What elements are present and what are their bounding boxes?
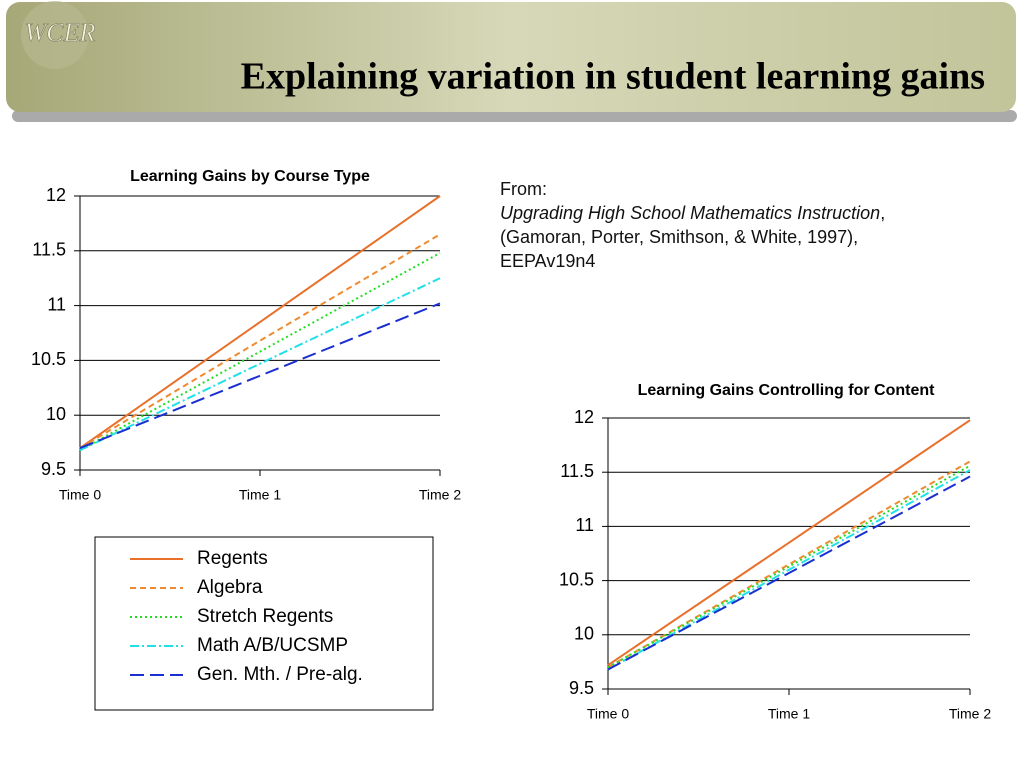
- x-tick-label: Time 0: [587, 706, 629, 722]
- legend-label: Algebra: [197, 577, 263, 598]
- x-tick-label: Time 2: [949, 706, 991, 722]
- x-tick-label: Time 0: [59, 487, 101, 503]
- x-tick-label: Time 1: [768, 706, 810, 722]
- y-tick-label: 11: [47, 294, 66, 314]
- citation: From: Upgrading High School Mathematics …: [500, 179, 885, 271]
- y-tick-label: 12: [574, 407, 594, 427]
- banner-shadow: [12, 110, 1017, 122]
- citation-source: EEPAv19n4: [500, 251, 595, 271]
- logo: WCER: [25, 18, 96, 47]
- y-tick-label: 11.5: [560, 461, 594, 481]
- series-line: [607, 475, 971, 671]
- chart-title: Learning Gains Controlling for Content: [638, 382, 936, 399]
- legend-label: Regents: [197, 548, 268, 569]
- series-line: [607, 464, 971, 669]
- slide-title: Explaining variation in student learning…: [241, 56, 985, 98]
- x-tick-label: Time 2: [419, 487, 461, 503]
- legend-box: [94, 536, 434, 711]
- y-tick-label: 9.5: [569, 678, 594, 698]
- y-tick-label: 10.5: [559, 569, 594, 589]
- x-tick-label: Time 1: [239, 487, 281, 503]
- series-line: [607, 419, 971, 666]
- citation-comma: ,: [880, 203, 885, 223]
- y-tick-label: 11.5: [32, 240, 66, 260]
- legend-label: Math A/B/UCSMP: [197, 635, 348, 656]
- series-line: [79, 277, 441, 452]
- legend-label: Stretch Regents: [197, 606, 333, 627]
- y-tick-label: 11: [575, 515, 594, 535]
- y-tick-label: 9.5: [41, 459, 66, 479]
- banner: [6, 2, 1016, 112]
- y-tick-label: 12: [46, 185, 66, 205]
- series-line: [79, 252, 441, 452]
- citation-title-line: Upgrading High School Mathematics Instru…: [500, 203, 885, 223]
- series-line: [79, 302, 441, 450]
- y-tick-label: 10: [574, 624, 594, 644]
- y-tick-label: 10: [46, 404, 66, 424]
- citation-from: From:: [500, 179, 547, 199]
- chart-title: Learning Gains by Course Type: [130, 168, 370, 185]
- y-tick-label: 10.5: [31, 349, 66, 369]
- citation-title: Upgrading High School Mathematics Instru…: [500, 203, 880, 223]
- legend-label: Gen. Mth. / Pre-alg.: [197, 664, 363, 685]
- series-line: [79, 195, 441, 449]
- logo-emblem: [21, 1, 89, 69]
- citation-authors: (Gamoran, Porter, Smithson, & White, 199…: [500, 227, 858, 247]
